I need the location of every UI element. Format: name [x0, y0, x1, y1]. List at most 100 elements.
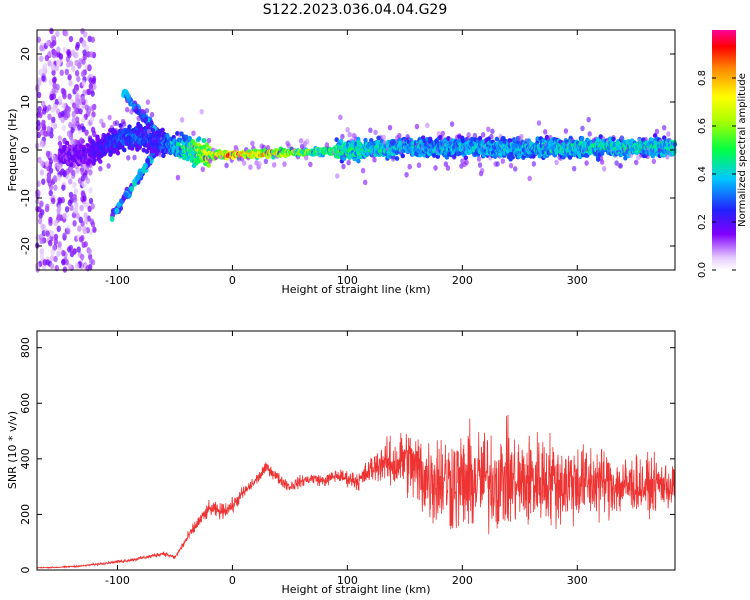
spectrogram-cell — [77, 225, 82, 232]
spectrogram-cell — [48, 167, 54, 174]
spectrogram-cell — [129, 145, 135, 151]
spectrogram-cell — [74, 116, 80, 123]
spectrogram-cell — [563, 128, 569, 134]
spectrogram-cell — [513, 166, 518, 172]
spectrogram-cell — [62, 232, 67, 239]
spectrogram-cell — [561, 154, 566, 160]
spectrogram-cell — [66, 246, 72, 253]
spectrogram-cell — [66, 106, 72, 113]
spectrogram-cell — [48, 78, 53, 86]
spectrogram-cell — [66, 130, 72, 137]
spectrogram-cell — [55, 83, 60, 91]
spectrogram-cell — [49, 132, 54, 139]
spectrogram-cell — [67, 74, 72, 81]
spectrogram-cell — [144, 107, 150, 114]
colorbar-tick-label: 0.0 — [697, 262, 708, 278]
spectrogram-cell — [304, 154, 309, 161]
spectrogram-cell — [250, 140, 255, 147]
spectrogram-cell — [445, 165, 451, 171]
spectrogram-cell — [618, 163, 623, 169]
spectrogram-cell — [407, 163, 412, 170]
spectrogram-cell — [149, 111, 155, 118]
spectrogram-cell — [51, 116, 56, 124]
spectrogram-cell — [362, 179, 368, 186]
y-tick-label: 800 — [19, 337, 32, 358]
spectrogram-cell — [75, 212, 80, 219]
spectrogram-cell — [92, 157, 97, 163]
spectrogram-cell — [41, 178, 46, 185]
spectrogram-cell — [282, 161, 287, 167]
spectrogram-cell — [82, 49, 87, 56]
spectrogram-cell — [84, 129, 89, 136]
x-tick-label: 0 — [229, 274, 236, 287]
spectrogram-cell — [579, 136, 585, 141]
spectrogram-cell — [90, 220, 96, 228]
spectrogram-cell — [121, 121, 127, 127]
x-tick-label: -100 — [105, 574, 130, 587]
spectrogram-cell — [334, 137, 339, 143]
spectrogram-cell — [543, 129, 548, 135]
spectrogram-cell — [57, 95, 63, 103]
spectrogram-cell — [356, 158, 361, 164]
snr-x-axis-label: Height of straight line (km) — [281, 583, 430, 596]
spectrogram-cell — [61, 249, 66, 257]
spectrogram-cell — [101, 122, 106, 129]
spectrogram-cell — [480, 131, 486, 138]
spectrogram-cell — [91, 130, 97, 138]
spectrogram-cell — [62, 46, 68, 54]
spectrogram-cell — [67, 93, 72, 100]
spectrogram-cell — [510, 154, 515, 160]
spectrogram-cell — [82, 195, 87, 202]
colorbar-label: Normalized spectral amplitude — [737, 73, 748, 227]
spectrogram-cell — [84, 218, 89, 225]
spectrogram-cell — [41, 66, 47, 73]
spectrogram-cell — [83, 174, 89, 181]
spectrogram-cell — [271, 162, 277, 168]
spectrogram-cell — [48, 189, 53, 197]
spectrogram-cell — [666, 131, 671, 137]
spectrogram-cell — [39, 140, 44, 147]
spectrogram-cell — [305, 138, 310, 145]
spectrogram-cell — [45, 230, 50, 237]
spectrogram-cell — [89, 116, 95, 123]
spectrogram-cell — [341, 163, 346, 170]
spectrogram-cell — [161, 153, 166, 159]
spectrogram-cell — [36, 36, 42, 43]
spectrogram-cell — [145, 157, 151, 164]
spectrogram-cell — [39, 237, 44, 245]
spectrogram-cell — [56, 225, 61, 233]
spectrogram-cell — [127, 124, 132, 130]
spectrogram-cell — [56, 59, 61, 67]
colorbar-tick-label: 0.2 — [697, 214, 708, 230]
spectrogram-cell — [90, 36, 95, 43]
colorbar-tick-label: 0.4 — [697, 166, 708, 182]
spectrogram-cell — [74, 59, 79, 67]
spectrogram-cell — [431, 153, 437, 158]
spectrogram-cell — [74, 201, 79, 208]
y-tick-label: 400 — [19, 448, 32, 469]
spectrogram-cell — [92, 226, 97, 233]
colorbar-tick-label: 0.8 — [697, 70, 708, 86]
y-tick-label: 20 — [19, 47, 32, 61]
spectrogram-cell — [89, 258, 94, 265]
spectrogram-cell — [70, 138, 75, 145]
spectrogram-cell — [124, 92, 130, 99]
spectrogram-cell — [48, 219, 53, 226]
spectrogram-cell — [88, 77, 93, 84]
spectrogram-cell — [53, 50, 58, 57]
spectrogram-cell — [64, 259, 70, 266]
spectrogram-cell — [78, 236, 84, 243]
spectrogram-cell — [390, 156, 396, 162]
spectrogram-cell — [74, 84, 80, 91]
spectrogram-cell — [134, 105, 139, 112]
spectrogram-cell — [400, 153, 405, 159]
spectrogram-cell — [41, 119, 46, 126]
spectrogram-cell — [112, 148, 117, 154]
spectrogram-cell — [346, 159, 351, 166]
spectrogram-cell — [476, 156, 482, 162]
spectrogram-cell — [183, 134, 189, 140]
spectrogram-cell — [55, 30, 60, 38]
spectrogram-cell — [381, 134, 387, 141]
spectrogram-cell — [41, 75, 46, 82]
spectrogram-cell — [206, 137, 212, 144]
